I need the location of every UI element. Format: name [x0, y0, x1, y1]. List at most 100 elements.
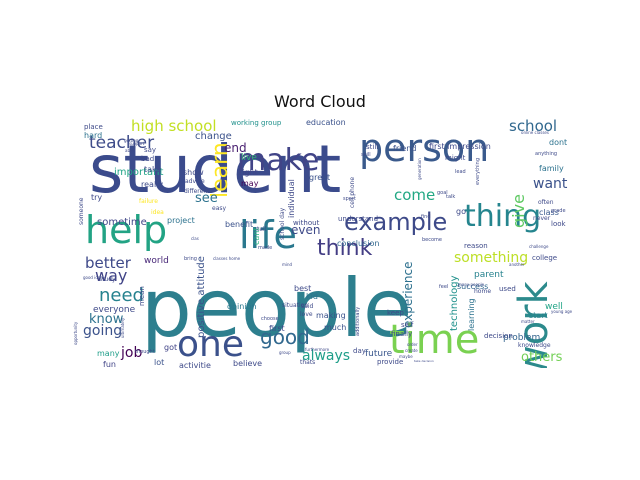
- word-self: self: [401, 321, 414, 329]
- word-much: much: [324, 323, 346, 332]
- word-cant: cant: [252, 227, 261, 245]
- word-feel: feel: [439, 284, 448, 290]
- word-parent: parent: [474, 270, 504, 280]
- word-student: student: [89, 131, 341, 208]
- word-thats: thats: [300, 359, 315, 366]
- word-job: job: [120, 345, 142, 361]
- word-education: education: [306, 118, 346, 127]
- word-opportunity: opportunity: [73, 321, 78, 345]
- word-friend: friend: [393, 144, 416, 153]
- word-many-people: many people: [458, 282, 485, 287]
- word-individual: individual: [287, 179, 296, 218]
- word-making: making: [316, 311, 346, 320]
- word-ultimately: ultimately: [120, 317, 125, 338]
- word-opinion: opinion: [227, 302, 256, 311]
- word-someone: someone: [78, 197, 85, 225]
- word-mind: mind: [282, 262, 293, 267]
- word-mean: mean: [138, 286, 146, 306]
- word-sport: sport: [343, 196, 356, 202]
- word-something: something: [454, 250, 528, 266]
- word-good: good: [260, 325, 310, 349]
- word-take: take: [144, 165, 161, 174]
- word-people: people: [141, 262, 412, 355]
- word-teacher: teacher: [89, 133, 154, 153]
- word-matter: matter: [521, 319, 535, 324]
- word-believe: believe: [233, 359, 262, 368]
- word-sometime: sometime: [97, 217, 147, 228]
- word-tell: tell: [257, 226, 267, 233]
- word-grade: grade: [551, 208, 566, 214]
- word-many: many: [97, 349, 120, 358]
- word-way: way: [95, 266, 127, 285]
- word-choose: choose: [261, 316, 279, 322]
- word-provide: provide: [377, 358, 403, 366]
- word-support: support: [129, 141, 145, 146]
- word-able: able: [125, 148, 134, 153]
- word-used: used: [499, 285, 516, 293]
- word-learning: learning: [467, 298, 476, 331]
- word-may: may: [241, 179, 259, 188]
- word-day: day: [353, 347, 366, 355]
- word-end: end: [224, 141, 247, 155]
- word-start: start: [529, 311, 548, 320]
- word-bad: bad: [141, 155, 154, 163]
- word-look: look: [551, 220, 567, 228]
- word-finally: finally: [391, 330, 412, 338]
- word-world: world: [144, 256, 169, 266]
- word-first-impression: first impression: [429, 142, 491, 151]
- word-better: better: [85, 254, 132, 272]
- word-thought: thought: [135, 349, 155, 355]
- word-made: made: [258, 245, 272, 251]
- word-future: future: [365, 349, 393, 359]
- word-reason: reason: [464, 242, 488, 250]
- word-lot: lot: [154, 358, 164, 367]
- word-take-decision: take decision: [414, 359, 434, 363]
- word-never: never: [533, 215, 551, 222]
- word-without: without: [293, 219, 320, 227]
- word-generation: generation: [417, 158, 422, 180]
- word-young-age: young age: [551, 309, 573, 314]
- word-need: need: [99, 285, 144, 306]
- word-might: might: [445, 154, 466, 162]
- word-classes-home: classes home: [213, 256, 241, 261]
- word-got: got: [164, 343, 177, 352]
- word-study: study: [99, 276, 116, 283]
- word-skill: skill: [361, 152, 371, 158]
- word-family: family: [539, 164, 564, 173]
- word-high-school: high school: [131, 118, 217, 135]
- word-go: go: [456, 207, 466, 216]
- word-class: class: [539, 208, 559, 217]
- word-think: think: [317, 236, 373, 261]
- word-positive-attitude: positive attitude: [196, 256, 207, 338]
- word-advice: advice: [185, 178, 205, 185]
- word-hard: hard: [84, 131, 102, 140]
- word-find: find: [421, 214, 431, 220]
- word-thing: thing: [464, 199, 541, 234]
- word-school-day: school day: [279, 207, 286, 240]
- word-benefit: benefit: [225, 220, 253, 229]
- word-anything: anything: [535, 151, 557, 157]
- word-easy: easy: [212, 205, 226, 212]
- word-college: college: [532, 254, 557, 262]
- word-say: say: [144, 146, 156, 154]
- word-well: well: [545, 302, 563, 312]
- word-technology: technology: [449, 275, 460, 331]
- word-great: great: [309, 173, 330, 182]
- word-still: still: [366, 143, 378, 151]
- word-work: work: [511, 280, 557, 368]
- word-goal: goal: [437, 190, 448, 196]
- word-said: said: [301, 303, 313, 310]
- word-help: help: [85, 208, 167, 252]
- word-failure: failure: [139, 198, 158, 205]
- word-fun: fun: [103, 360, 116, 368]
- word-understand: understand: [338, 215, 378, 223]
- word-lead: lead: [455, 169, 466, 175]
- chart-title: Word Cloud: [274, 92, 366, 111]
- word-learn: learn: [208, 142, 233, 198]
- word-additionally: additionally: [355, 307, 361, 336]
- word-often: often: [538, 199, 554, 206]
- word-show: show: [183, 168, 204, 177]
- word-change: change: [195, 131, 232, 142]
- word-love: love: [300, 311, 313, 318]
